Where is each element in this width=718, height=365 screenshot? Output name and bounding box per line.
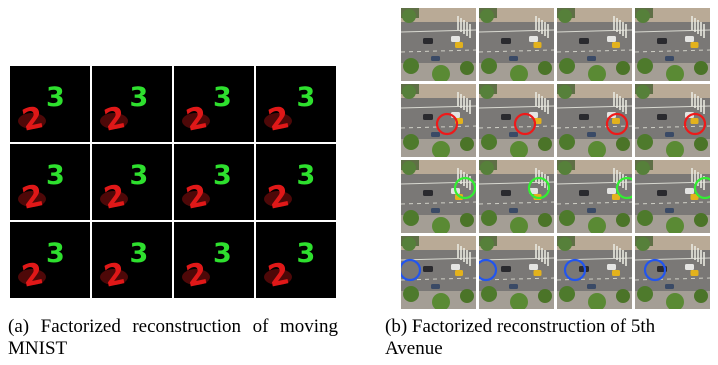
- avenue-frame: [401, 84, 476, 157]
- caption-b: (b) Factorized reconstruction of 5th Ave…: [385, 316, 715, 360]
- caption-b-label: (b): [385, 316, 408, 337]
- digit-two: 2: [183, 100, 211, 139]
- digit-three: 3: [297, 238, 316, 269]
- digit-three: 3: [46, 160, 65, 191]
- digit-three: 3: [213, 160, 232, 191]
- digit-two: 2: [183, 256, 211, 295]
- caption-b-text: Factorized reconstruction of 5th Avenue: [385, 316, 656, 359]
- avenue-frame: [401, 160, 476, 233]
- digit-three: 3: [130, 160, 149, 191]
- digit-two: 2: [183, 178, 211, 217]
- highlight-circle: [527, 176, 551, 200]
- digit-three: 3: [46, 82, 65, 113]
- avenue-frame: [479, 236, 554, 309]
- digit-two: 2: [101, 178, 129, 217]
- fifth-avenue-grid: [401, 8, 712, 309]
- avenue-frame: [557, 84, 632, 157]
- highlight-circle: [693, 176, 710, 200]
- highlight-circle: [605, 112, 629, 136]
- avenue-frame: [479, 84, 554, 157]
- digit-two: 2: [265, 178, 293, 217]
- avenue-frame: [635, 8, 710, 81]
- digit-two: 2: [19, 256, 47, 295]
- digit-two: 2: [265, 256, 293, 295]
- avenue-frame: [635, 236, 710, 309]
- caption-a-label: (a): [8, 316, 30, 337]
- digit-two: 2: [101, 100, 129, 139]
- avenue-frame: [401, 236, 476, 309]
- avenue-frame: [557, 236, 632, 309]
- caption-a-text: Factorized reconstruction of moving MNIS…: [8, 316, 338, 359]
- digit-three: 3: [130, 238, 149, 269]
- digit-three: 3: [130, 82, 149, 113]
- avenue-frame: [479, 8, 554, 81]
- avenue-frame: [401, 8, 476, 81]
- avenue-frame: [635, 84, 710, 157]
- avenue-frame: [479, 160, 554, 233]
- digit-three: 3: [213, 82, 232, 113]
- digit-two: 2: [19, 178, 47, 217]
- avenue-frame: [635, 160, 710, 233]
- highlight-circle: [643, 258, 667, 282]
- digit-three: 3: [46, 238, 65, 269]
- highlight-circle: [683, 112, 707, 136]
- highlight-circle: [563, 258, 587, 282]
- digit-two: 2: [265, 100, 293, 139]
- caption-a: (a) Factorized reconstruction of moving …: [8, 316, 338, 360]
- highlight-circle: [615, 176, 632, 200]
- digit-three: 3: [213, 238, 232, 269]
- highlight-circle: [513, 112, 537, 136]
- avenue-frame: [557, 160, 632, 233]
- highlight-circle: [401, 258, 422, 282]
- digit-two: 2: [19, 100, 47, 139]
- highlight-circle: [435, 112, 459, 136]
- digit-two: 2: [101, 256, 129, 295]
- digit-three: 3: [297, 82, 316, 113]
- highlight-circle: [479, 258, 498, 282]
- digit-three: 3: [297, 160, 316, 191]
- avenue-frame: [557, 8, 632, 81]
- highlight-circle: [453, 176, 476, 200]
